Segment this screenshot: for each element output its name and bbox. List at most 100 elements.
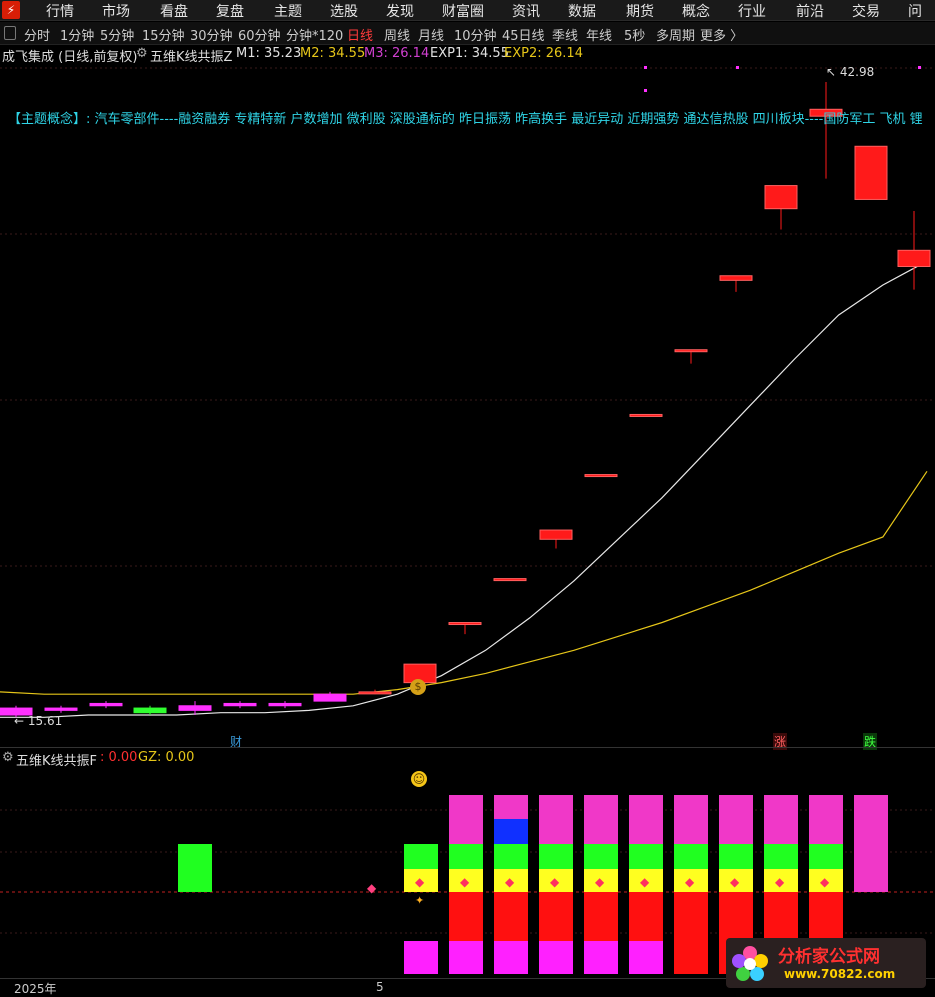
indicator-bar-pink: [674, 795, 708, 844]
indicator-bar-magenta: [494, 941, 528, 974]
low-price-value: 15.61: [27, 714, 63, 728]
period-tab-9[interactable]: 月线: [418, 29, 445, 44]
period-tab-16[interactable]: 更多 〉: [700, 29, 744, 44]
candle-body[interactable]: [809, 108, 843, 117]
period-tab-4[interactable]: 30分钟: [190, 29, 233, 44]
menu-item-1[interactable]: 市场: [102, 4, 130, 20]
period-tab-6[interactable]: 分钟*120: [286, 29, 344, 44]
gem-icon: ◆: [505, 875, 515, 889]
sub-indicator-name[interactable]: 五维K线共振F: [16, 754, 98, 769]
candle-body[interactable]: [674, 349, 708, 353]
menu-item-5[interactable]: 选股: [330, 4, 358, 20]
candle-body[interactable]: [764, 185, 798, 210]
signal-dot: [736, 66, 739, 69]
indicator-settings-icon[interactable]: ⚙: [136, 46, 148, 61]
candle-body[interactable]: [448, 622, 482, 626]
m2-value: M2: 34.55: [300, 46, 366, 61]
money-bag-icon: $: [410, 679, 426, 695]
candle-body[interactable]: [493, 578, 527, 582]
menu-item-3[interactable]: 复盘: [216, 4, 244, 20]
menu-item-13[interactable]: 前沿: [796, 4, 824, 20]
menu-item-7[interactable]: 财富圈: [442, 4, 484, 20]
period-tab-10[interactable]: 10分钟: [454, 29, 497, 44]
candle-body[interactable]: [178, 705, 212, 711]
period-tab-7[interactable]: 日线: [347, 29, 374, 44]
m1-value: M1: 35.23: [236, 46, 302, 61]
period-tab-11[interactable]: 45日线: [502, 29, 545, 44]
indicator-bar-yellow: [584, 869, 618, 892]
gem-icon: ◆: [820, 875, 830, 889]
candle-body[interactable]: [0, 707, 33, 716]
low-price-label: ← 15.61: [14, 714, 63, 728]
indicator-bar-pink: [539, 795, 573, 844]
indicator-bar-yellow: [764, 869, 798, 892]
candle-body[interactable]: [358, 691, 392, 695]
menu-item-9[interactable]: 数据: [568, 4, 596, 20]
menu-item-12[interactable]: 行业: [738, 4, 766, 20]
sub-indicator-settings-icon[interactable]: ⚙: [2, 750, 14, 765]
period-tab-8[interactable]: 周线: [384, 29, 411, 44]
candle-body[interactable]: [897, 249, 931, 267]
indicator-bar-yellow: [539, 869, 573, 892]
indicator-bar-pink: [809, 795, 843, 844]
menu-item-2[interactable]: 看盘: [160, 4, 188, 20]
top-menu-bar: ⚡ 行情 市场 看盘 复盘 主题 选股 发现 财富圈 资讯 数据 期货 概念 行业 前沿 交易 问: [0, 0, 935, 21]
menu-item-6[interactable]: 发现: [386, 4, 414, 20]
menu-item-4[interactable]: 主题: [274, 4, 302, 20]
time-month-label: 5: [376, 980, 384, 994]
period-tab-2[interactable]: 5分钟: [100, 29, 135, 44]
candle-body[interactable]: [539, 529, 573, 540]
gz-value: GZ: 0.00: [138, 750, 195, 765]
indicator-bar-green: [719, 844, 753, 869]
m3-value: M3: 26.14: [364, 46, 430, 61]
menu-item-0[interactable]: 行情: [46, 4, 74, 20]
period-tab-3[interactable]: 15分钟: [142, 29, 185, 44]
candle-body[interactable]: [584, 474, 618, 478]
candle-body[interactable]: [44, 707, 78, 711]
period-settings-icon[interactable]: [4, 26, 16, 40]
indicator-bar-pink: [719, 795, 753, 844]
resonance-indicator-chart[interactable]: ◆◆✦◆✦◆✦◆✦◆✦◆✦◆✦◆✦◆✦◆✦: [0, 770, 935, 978]
flower-logo-icon: [732, 946, 768, 981]
menu-item-10[interactable]: 期货: [626, 4, 654, 20]
candle-body[interactable]: [89, 702, 123, 707]
candle-body[interactable]: [854, 145, 888, 200]
gem-icon: ◆: [730, 875, 740, 889]
indicator-bar-pink: [584, 795, 618, 844]
menu-item-11[interactable]: 概念: [682, 4, 710, 20]
period-tab-14[interactable]: 5秒: [624, 29, 646, 44]
indicator-bar-magenta: [449, 941, 483, 974]
indicator-bar-yellow: [449, 869, 483, 892]
app-logo-icon[interactable]: ⚡: [2, 1, 20, 19]
period-tab-0[interactable]: 分时: [24, 29, 51, 44]
indicator-bar-yellow: [629, 869, 663, 892]
candlestick-chart[interactable]: [0, 60, 935, 750]
indicator-bar-pink: [494, 795, 528, 819]
gem-icon: ◆: [595, 875, 605, 889]
period-tab-5[interactable]: 60分钟: [238, 29, 281, 44]
indicator-bar-blue: [494, 819, 528, 844]
candle-body[interactable]: [313, 693, 347, 702]
period-tab-13[interactable]: 年线: [586, 29, 613, 44]
indicator-bar-pink: [629, 795, 663, 844]
period-tab-12[interactable]: 季线: [552, 29, 579, 44]
time-year-label: 2025年: [14, 982, 57, 996]
smiley-icon: ☺: [411, 771, 427, 787]
watermark-url: www.70822.com: [784, 967, 896, 981]
indicator-bar-pink: [764, 795, 798, 844]
menu-item-15[interactable]: 问: [908, 4, 922, 20]
menu-item-14[interactable]: 交易: [852, 4, 880, 20]
indicator-bar-green: [449, 844, 483, 869]
candle-body[interactable]: [268, 702, 302, 707]
menu-item-8[interactable]: 资讯: [512, 4, 540, 20]
time-axis: 2025年 5: [0, 978, 935, 997]
indicator-bar-green: [404, 844, 438, 869]
candle-body[interactable]: [719, 275, 753, 281]
period-tab-1[interactable]: 1分钟: [60, 29, 95, 44]
period-tab-15[interactable]: 多周期: [656, 29, 696, 44]
main-indicator-name[interactable]: 五维K线共振Z: [150, 50, 233, 65]
candle-body[interactable]: [223, 702, 257, 707]
candle-body[interactable]: [629, 413, 663, 417]
candle-body[interactable]: [133, 707, 167, 714]
panel-divider: [0, 747, 935, 748]
